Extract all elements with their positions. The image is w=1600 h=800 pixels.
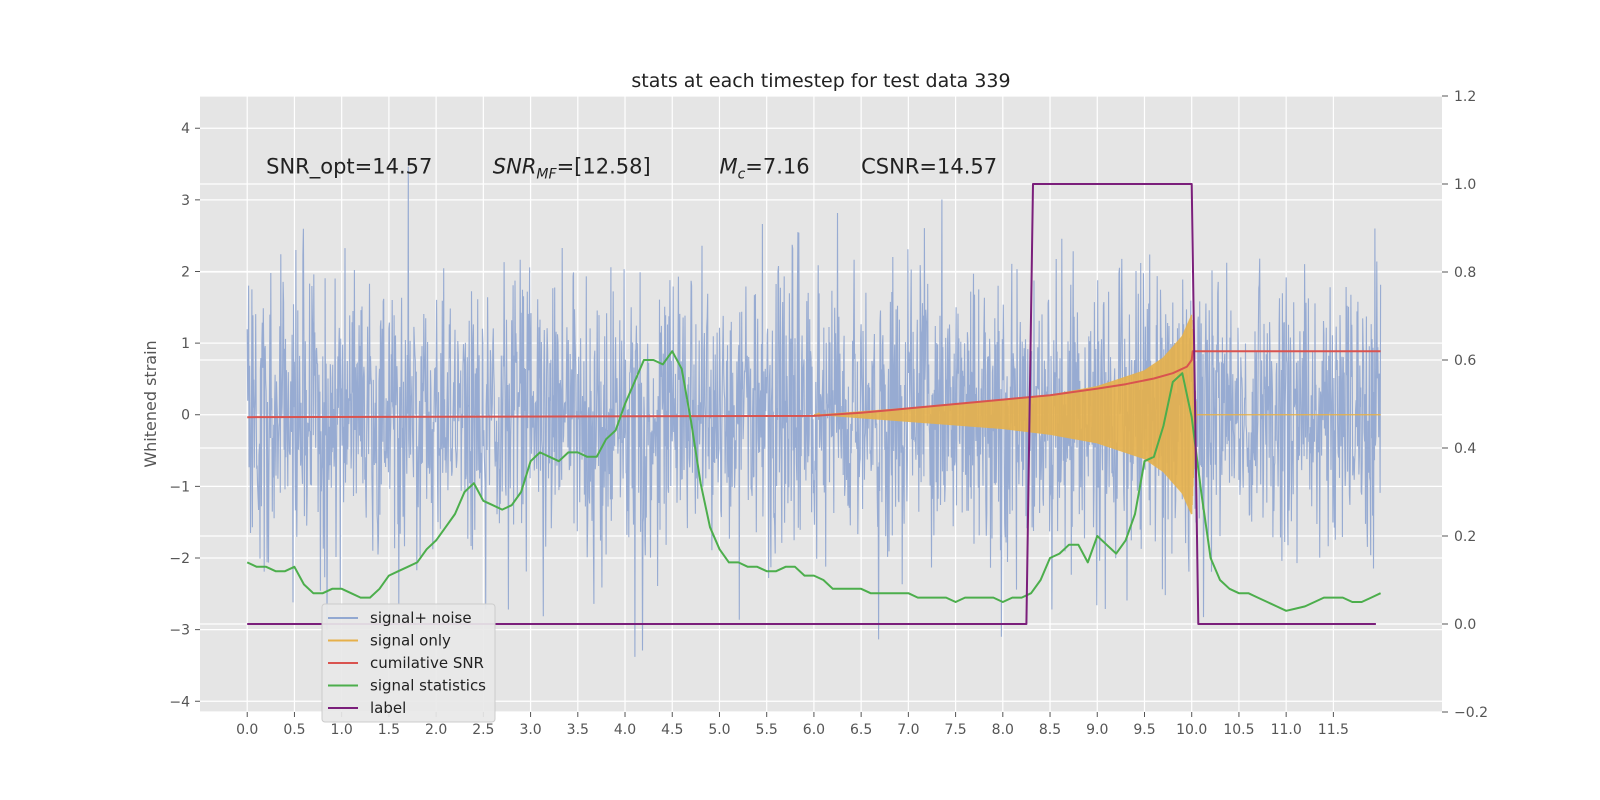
axes-layer: 0.0 0.5 1.0 1.5 2.0 2.5 3.0 3.5 4.0 4.5 5.0 5.5 6.0 6…: [169, 89, 1488, 738]
legend: signal+ noise signal only cumilative SNR si…: [321, 603, 496, 723]
series-signal-only: [813, 314, 1197, 515]
annotation-text: SNRMF=[12.58]: [493, 154, 651, 182]
annotation-layer: SNR_opt=14.57 SNRMF=[12.58] Mc=7.16 CSNR=14…: [266, 154, 997, 182]
y-axis-label: Whitened strain: [141, 340, 160, 467]
x-tick-label: 11.0: [1271, 722, 1302, 738]
x-tick-label: 3.5: [567, 722, 589, 738]
annotation-text: SNR_opt=14.57: [266, 154, 432, 179]
x-tick-label: 0.0: [236, 722, 258, 738]
x-tick-label: 8.0: [992, 722, 1014, 738]
y2-tick-label: 0.0: [1454, 617, 1476, 633]
series-signal-statistics: [246, 350, 1382, 612]
legend-entry: cumilative SNR: [370, 654, 484, 672]
legend-entry: label: [370, 699, 406, 717]
chart-title: stats at each timestep for test data 339: [631, 70, 1010, 92]
x-tick-label: 10.0: [1176, 722, 1207, 738]
y-tick-label: 3: [181, 193, 190, 209]
y-tick-label: −2: [169, 551, 190, 567]
y2-tick-label: 0.8: [1454, 265, 1476, 281]
y-tick-label: 2: [181, 264, 190, 280]
x-tick-label: 9.0: [1086, 722, 1108, 738]
y2-tick-label: 1.0: [1454, 177, 1476, 193]
legend-entry: signal statistics: [370, 677, 486, 695]
x-tick-label: 2.5: [472, 722, 494, 738]
annotation-text: CSNR=14.57: [861, 154, 997, 178]
y-tick-label: 1: [181, 336, 190, 352]
series-label: [247, 183, 1376, 625]
x-tick-label: 4.5: [661, 722, 683, 738]
x-tick-label: 7.0: [897, 722, 919, 738]
x-tick-label: 5.0: [708, 722, 730, 738]
x-tick-label: 6.5: [850, 722, 872, 738]
y2-tick-label: 0.2: [1454, 529, 1476, 545]
y-tick-label: −1: [169, 479, 190, 495]
x-tick-label: 3.0: [519, 722, 541, 738]
y2-tick-label: 1.2: [1454, 89, 1476, 105]
x-tick-label: 2.0: [425, 722, 447, 738]
x-tick-label: 1.0: [331, 722, 353, 738]
series-cumilative-snr: [247, 350, 1381, 419]
y2-tick-label: −0.2: [1454, 705, 1488, 721]
x-tick-label: 11.5: [1318, 722, 1349, 738]
x-tick-label: 9.5: [1133, 722, 1155, 738]
y-tick-label: 0: [181, 408, 190, 424]
x-tick-label: 5.5: [756, 722, 778, 738]
y2-tick-label: 0.6: [1454, 353, 1476, 369]
x-tick-label: 1.5: [378, 722, 400, 738]
y-tick-label: −4: [169, 694, 190, 710]
x-tick-label: 10.5: [1223, 722, 1254, 738]
y-tick-label: −3: [169, 623, 190, 639]
y2-tick-label: 0.4: [1454, 441, 1476, 457]
x-tick-label: 0.5: [283, 722, 305, 738]
x-tick-label: 8.5: [1039, 722, 1061, 738]
x-tick-label: 4.0: [614, 722, 636, 738]
annotation-text: Mc=7.16: [719, 154, 809, 182]
y-tick-label: 4: [181, 121, 190, 137]
legend-entry: signal only: [370, 632, 451, 650]
series-layer: [246, 166, 1382, 657]
legend-entry: signal+ noise: [370, 609, 472, 627]
x-tick-label: 6.0: [803, 722, 825, 738]
x-tick-label: 7.5: [944, 722, 966, 738]
legend-frame: [321, 603, 496, 723]
